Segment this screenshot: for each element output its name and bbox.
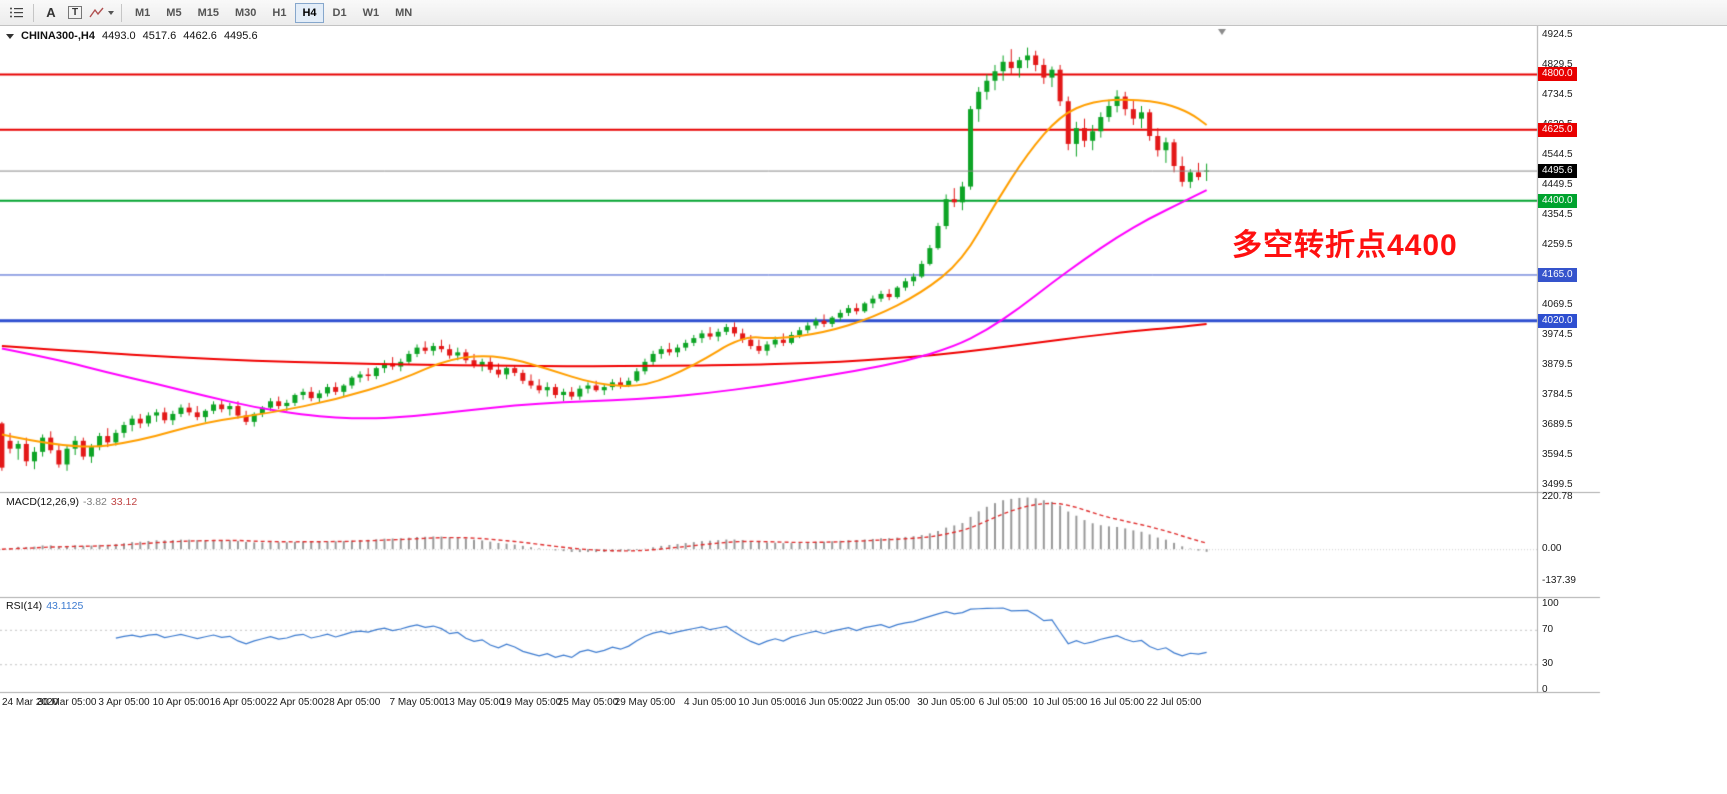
time-axis-label: 10 Apr 05:00 bbox=[152, 697, 210, 708]
macd-label: MACD(12,26,9) -3.82 33.12 bbox=[6, 496, 137, 508]
price-axis-tick: 4354.5 bbox=[1542, 209, 1573, 221]
rsi-axis-tick: 70 bbox=[1542, 623, 1554, 635]
price-axis-tick: 4449.5 bbox=[1542, 179, 1573, 191]
timeframe-button-m1[interactable]: M1 bbox=[135, 6, 151, 19]
timeframe-button-w1[interactable]: W1 bbox=[362, 6, 380, 19]
time-axis-label: 30 Jun 05:00 bbox=[917, 697, 976, 708]
time-axis-label: 6 Jul 05:00 bbox=[978, 697, 1028, 708]
timeframe-group: M1 M5 M15 M30 H1 H4 D1 W1 MN bbox=[127, 2, 420, 23]
price-axis-tick: 4544.5 bbox=[1542, 149, 1573, 161]
menu-icon-glyph bbox=[9, 7, 23, 18]
time-axis-label: 3 Apr 05:00 bbox=[98, 697, 150, 708]
time-axis-label: 22 Jul 05:00 bbox=[1146, 697, 1202, 708]
price-axis-tick: 4734.5 bbox=[1542, 89, 1573, 101]
chart-overlays: CHINA300-,H4 4493.0 4517.6 4462.6 4495.6… bbox=[0, 26, 1727, 716]
rsi-name: RSI(14) bbox=[6, 600, 43, 612]
rsi-axis-tick: 100 bbox=[1542, 598, 1559, 609]
chart-window: CHINA300-,H4 4493.0 4517.6 4462.6 4495.6… bbox=[0, 26, 1727, 716]
price-level-badge: 4800.0 bbox=[1538, 67, 1577, 82]
toolbar-separator bbox=[121, 3, 122, 22]
symbol-dropdown-icon[interactable] bbox=[6, 33, 14, 39]
time-axis-label: 16 Apr 05:00 bbox=[209, 697, 267, 708]
trendline-icon bbox=[89, 7, 104, 17]
time-axis-label: 22 Jun 05:00 bbox=[852, 697, 910, 708]
label-tool-glyph: T bbox=[67, 6, 83, 19]
time-axis-label: 29 May 05:00 bbox=[614, 697, 676, 708]
chart-annotation-text[interactable]: 多空转折点4400 bbox=[1232, 229, 1458, 262]
price-axis-tick: 3689.5 bbox=[1542, 419, 1573, 431]
ohlc-low: 4462.6 bbox=[183, 30, 217, 42]
time-axis-label: 10 Jun 05:00 bbox=[738, 697, 796, 708]
price-axis-tick: 4924.5 bbox=[1542, 29, 1573, 41]
price-axis-tick: 3784.5 bbox=[1542, 389, 1573, 401]
macd-axis-tick: 220.78 bbox=[1542, 491, 1573, 503]
timeframe-button-m15[interactable]: M15 bbox=[197, 6, 219, 19]
timeframe-button-h4[interactable]: H4 bbox=[295, 2, 324, 23]
rsi-axis-tick: 30 bbox=[1542, 658, 1554, 670]
timeframe-button-h1[interactable]: H1 bbox=[272, 6, 287, 19]
text-tool-glyph: A bbox=[46, 5, 56, 20]
symbol-period: CHINA300-,H4 bbox=[21, 30, 95, 42]
toolbar-separator bbox=[33, 3, 34, 22]
ohlc-close: 4495.6 bbox=[223, 30, 258, 42]
toolbar: A T M1 M5 M15 M30 H1 H4 D1 W1 MN bbox=[0, 0, 1727, 26]
time-axis-label: 16 Jun 05:00 bbox=[795, 697, 853, 708]
menu-icon[interactable] bbox=[5, 3, 27, 23]
time-axis-label: 4 Jun 05:00 bbox=[683, 697, 737, 708]
price-axis-tick: 3974.5 bbox=[1542, 329, 1573, 341]
text-tool-icon[interactable]: A bbox=[40, 3, 62, 23]
objects-dropdown-icon[interactable] bbox=[88, 3, 115, 23]
chart-canvas[interactable] bbox=[0, 26, 1727, 716]
time-axis-label: 30 Mar 05:00 bbox=[37, 697, 97, 708]
rsi-axis-tick: 0 bbox=[1542, 684, 1548, 695]
price-axis-tick: 3594.5 bbox=[1542, 449, 1573, 461]
chart-title: CHINA300-,H4 4493.0 4517.6 4462.6 4495.6 bbox=[6, 30, 258, 42]
macd-value-signal: 33.12 bbox=[110, 496, 138, 508]
price-level-badge: 4625.0 bbox=[1538, 122, 1577, 137]
price-level-badge: 4165.0 bbox=[1538, 267, 1577, 282]
timeframe-button-mn[interactable]: MN bbox=[395, 6, 413, 19]
time-axis-label: 13 May 05:00 bbox=[443, 697, 505, 708]
macd-value-main: -3.82 bbox=[82, 496, 107, 508]
price-axis-tick: 4829.5 bbox=[1542, 59, 1573, 71]
price-axis-tick: 3879.5 bbox=[1542, 359, 1573, 371]
rsi-value: 43.1125 bbox=[46, 600, 84, 612]
time-axis-label: 25 May 05:00 bbox=[557, 697, 619, 708]
time-axis-label: 16 Jul 05:00 bbox=[1089, 697, 1145, 708]
chevron-down-icon bbox=[108, 10, 114, 15]
time-axis-label: 10 Jul 05:00 bbox=[1032, 697, 1088, 708]
time-axis-label: 7 May 05:00 bbox=[389, 697, 445, 708]
macd-axis-tick: 0.00 bbox=[1542, 543, 1562, 555]
macd-name: MACD(12,26,9) bbox=[6, 496, 79, 508]
current-price-badge: 4495.6 bbox=[1538, 163, 1577, 178]
price-axis-tick: 3499.5 bbox=[1542, 479, 1573, 491]
label-tool-icon[interactable]: T bbox=[64, 3, 86, 23]
timeframe-button-m5[interactable]: M5 bbox=[166, 6, 182, 19]
ohlc-open: 4493.0 bbox=[101, 30, 136, 42]
time-axis-label: 19 May 05:00 bbox=[500, 697, 562, 708]
time-axis-label: 22 Apr 05:00 bbox=[266, 697, 324, 708]
timeframe-button-d1[interactable]: D1 bbox=[332, 6, 347, 19]
timeframe-button-m30[interactable]: M30 bbox=[234, 6, 257, 19]
rsi-label: RSI(14) 43.1125 bbox=[6, 600, 83, 612]
ohlc-high: 4517.6 bbox=[142, 30, 177, 42]
macd-axis-tick: -137.39 bbox=[1542, 575, 1576, 587]
time-axis-label: 28 Apr 05:00 bbox=[323, 697, 381, 708]
price-level-badge: 4400.0 bbox=[1538, 193, 1577, 208]
time-axis-label: 24 Mar 2020 bbox=[2, 697, 59, 708]
price-level-badge: 4020.0 bbox=[1538, 313, 1577, 328]
price-axis-tick: 4069.5 bbox=[1542, 299, 1573, 311]
price-axis-tick: 4259.5 bbox=[1542, 239, 1573, 251]
